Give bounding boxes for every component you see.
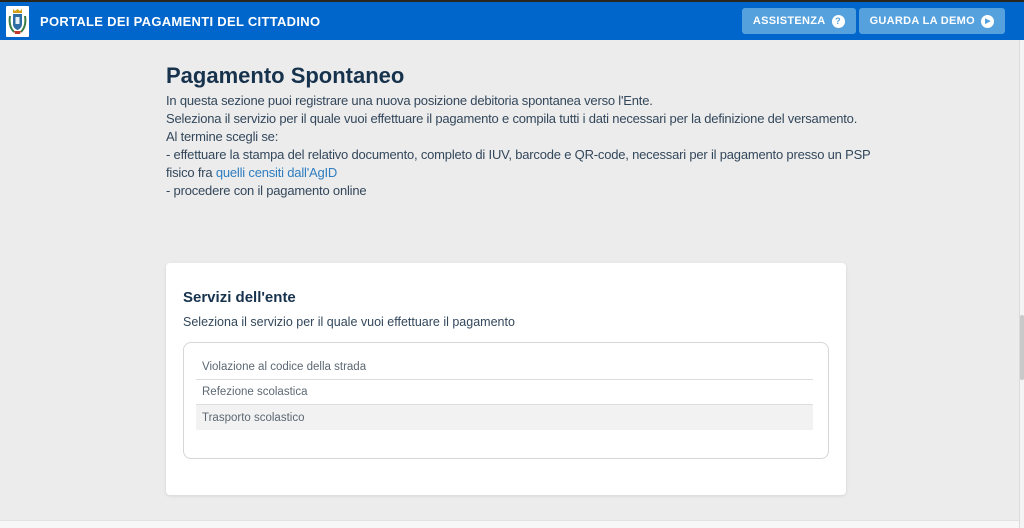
intro-line: - procedere con il pagamento online [166, 183, 367, 198]
intro-line: - effettuare la stampa del relativo docu… [166, 147, 871, 162]
footer-strip [0, 520, 1024, 528]
service-item-violazione-codice-strada[interactable]: Violazione al codice della strada [196, 355, 813, 380]
agid-psp-link[interactable]: quelli censiti dall'AgID [215, 165, 338, 180]
portal-title: PORTALE DEI PAGAMENTI DEL CITTADINO [40, 13, 321, 29]
intro-text: In questa sezione puoi registrare una nu… [166, 92, 871, 200]
service-item-refezione-scolastica[interactable]: Refezione scolastica [196, 380, 813, 405]
main-content: Pagamento Spontaneo In questa sezione pu… [166, 40, 871, 495]
card-subtitle: Seleziona il servizio per il quale vuoi … [183, 315, 515, 329]
service-list: Violazione al codice della strada Refezi… [183, 342, 829, 459]
question-circle-icon: ? [831, 14, 845, 28]
service-item-trasporto-scolastico[interactable]: Trasporto scolastico [196, 405, 813, 430]
servizi-card: Servizi dell'ente Seleziona il servizio … [166, 263, 846, 495]
guarda-la-demo-button[interactable]: GUARDA LA DEMO ▶ [858, 8, 1005, 34]
demo-button-label: GUARDA LA DEMO [869, 15, 975, 27]
assistenza-button-label: ASSISTENZA [752, 15, 826, 27]
intro-line: In questa sezione puoi registrare una nu… [166, 93, 653, 108]
page-title: Pagamento Spontaneo [166, 63, 405, 88]
intro-line-prefix: fisico fra [166, 165, 216, 180]
window-top-edge [0, 0, 1024, 2]
header-actions: ASSISTENZA ? GUARDA LA DEMO ▶ [741, 8, 1005, 34]
assistenza-button[interactable]: ASSISTENZA ? [741, 8, 856, 34]
vertical-scrollbar[interactable] [1019, 40, 1024, 528]
card-title: Servizi dell'ente [183, 289, 296, 306]
play-circle-icon: ▶ [981, 14, 994, 28]
intro-line: Seleziona il servizio per il quale vuoi … [166, 111, 858, 126]
coat-of-arms-icon [8, 8, 27, 34]
municipal-coat-of-arms-logo[interactable] [6, 5, 29, 37]
app-header: PORTALE DEI PAGAMENTI DEL CITTADINO ASSI… [0, 2, 1024, 40]
scrollbar-thumb[interactable] [1020, 315, 1024, 380]
intro-line: fisico fra quelli censiti dall'AgID [166, 164, 846, 182]
intro-line: Al termine scegli se: [166, 129, 279, 144]
